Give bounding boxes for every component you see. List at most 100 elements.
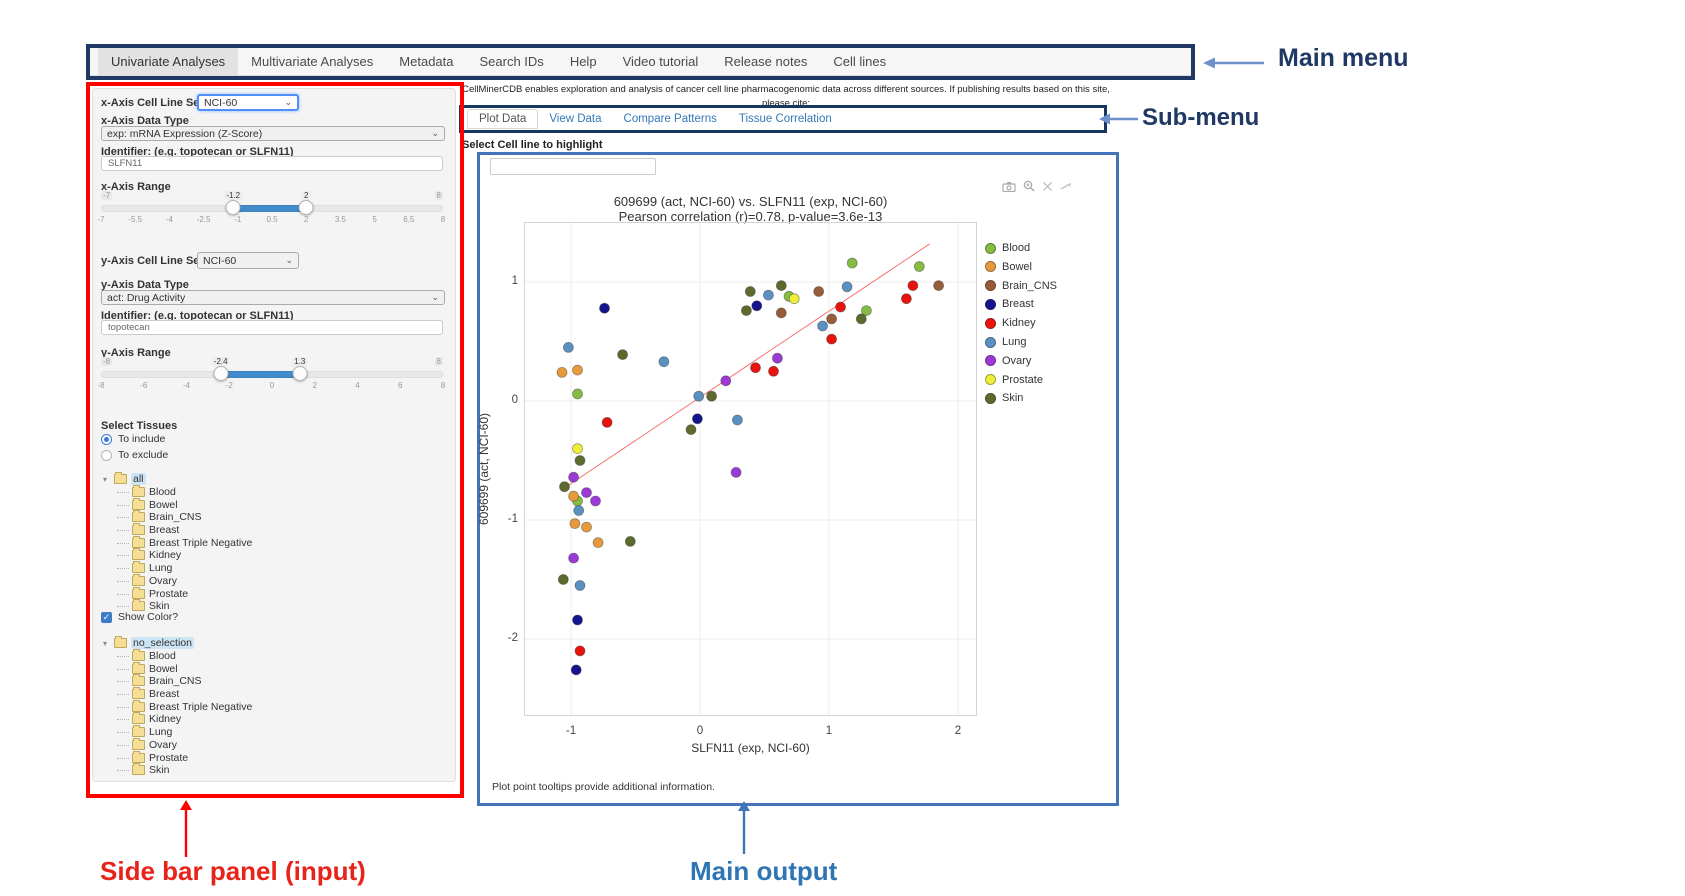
legend-item-prostate[interactable]: Prostate: [985, 373, 1043, 387]
x-range-to-handle[interactable]: [298, 200, 314, 215]
point-skin[interactable]: [574, 455, 586, 466]
point-brain-cns[interactable]: [826, 313, 838, 325]
tissue-tree-item-kidney[interactable]: Kidney: [103, 548, 447, 562]
point-kidney[interactable]: [907, 280, 919, 291]
point-kidney[interactable]: [750, 362, 761, 374]
point-blood[interactable]: [572, 388, 583, 400]
y-cell-line-set-select[interactable]: NCI-60 ⌄: [197, 252, 299, 269]
point-brain-cns[interactable]: [813, 286, 825, 297]
menu-item-search-ids[interactable]: Search IDs: [479, 54, 544, 69]
tissue-tree-item-brain-cns[interactable]: Brain_CNS: [103, 510, 447, 524]
close-icon[interactable]: [1042, 181, 1053, 192]
point-lung[interactable]: [573, 505, 585, 516]
tab-plot-data[interactable]: Plot Data: [467, 109, 539, 129]
tissue-tree-item-blood[interactable]: Blood: [103, 485, 447, 499]
menu-item-video-tutorial[interactable]: Video tutorial: [622, 54, 699, 69]
point-breast[interactable]: [572, 614, 583, 626]
point-kidney[interactable]: [601, 416, 613, 428]
x-identifier-input[interactable]: SLFN11: [101, 156, 443, 171]
point-lung[interactable]: [841, 281, 853, 293]
tissue-tree-item-bowel[interactable]: Bowel: [103, 497, 447, 511]
color-tree-item-lung[interactable]: Lung: [103, 725, 447, 739]
menu-item-cell-lines[interactable]: Cell lines: [833, 54, 887, 69]
point-skin[interactable]: [855, 313, 867, 325]
color-tree-item-breast-triple-negative[interactable]: Breast Triple Negative: [103, 699, 447, 713]
point-breast[interactable]: [570, 664, 582, 676]
point-blood[interactable]: [846, 257, 858, 269]
point-bowel[interactable]: [572, 364, 583, 376]
radio-to-exclude[interactable]: To exclude: [101, 449, 168, 461]
color-tree-item-kidney[interactable]: Kidney: [103, 712, 447, 726]
tissue-tree-item-lung[interactable]: Lung: [103, 561, 447, 575]
point-skin[interactable]: [624, 535, 636, 547]
point-prostate[interactable]: [572, 443, 583, 455]
point-lung[interactable]: [574, 580, 586, 591]
point-lung[interactable]: [731, 414, 743, 426]
point-ovary[interactable]: [568, 552, 579, 564]
point-bowel[interactable]: [581, 521, 592, 533]
legend-item-breast[interactable]: Breast: [985, 297, 1034, 311]
point-ovary[interactable]: [590, 495, 601, 507]
tissue-tree-item-prostate[interactable]: Prostate: [103, 586, 447, 600]
zoom-in-icon[interactable]: [1023, 180, 1035, 192]
point-skin[interactable]: [685, 424, 697, 436]
x-axis-range-slider[interactable]: -7 8 -1.2 2 -7 -5.5 -4 -2.5 -1 0.5 2 3.5 5 6.5 8: [97, 191, 446, 224]
x-range-from-handle[interactable]: [225, 200, 241, 215]
point-skin[interactable]: [559, 481, 570, 493]
point-breast[interactable]: [691, 413, 703, 425]
tab-compare-patterns[interactable]: Compare Patterns: [623, 113, 717, 125]
legend-item-ovary[interactable]: Ovary: [985, 354, 1031, 368]
point-kidney[interactable]: [900, 293, 912, 305]
point-bowel[interactable]: [592, 537, 604, 549]
point-lung[interactable]: [762, 289, 774, 301]
point-ovary[interactable]: [771, 352, 783, 364]
color-tree-item-bowel[interactable]: Bowel: [103, 661, 447, 675]
y-range-from-handle[interactable]: [213, 366, 229, 381]
point-ovary[interactable]: [568, 471, 579, 483]
tissue-tree-item-breast-triple-negative[interactable]: Breast Triple Negative: [103, 535, 447, 549]
point-brain-cns[interactable]: [775, 307, 787, 319]
menu-item-help[interactable]: Help: [569, 54, 597, 69]
legend-item-kidney[interactable]: Kidney: [985, 316, 1036, 330]
y-axis-range-slider[interactable]: -8 8 -2.4 1.3 -8 -6 -4 -2 0 2 4 6 8: [97, 357, 446, 390]
point-kidney[interactable]: [574, 645, 586, 657]
legend-item-blood[interactable]: Blood: [985, 241, 1030, 255]
y-identifier-input[interactable]: topotecan: [101, 320, 443, 335]
tab-tissue-correlation[interactable]: Tissue Correlation: [738, 113, 832, 125]
tissue-tree-item-ovary[interactable]: Ovary: [103, 573, 447, 588]
point-skin[interactable]: [775, 280, 787, 291]
tissue-tree-root[interactable]: ▾ all: [103, 472, 146, 486]
point-blood[interactable]: [860, 305, 872, 316]
point-skin[interactable]: [706, 390, 718, 402]
point-breast[interactable]: [751, 300, 763, 312]
point-skin[interactable]: [557, 574, 569, 585]
tissue-tree-item-breast[interactable]: Breast: [103, 523, 447, 537]
point-lung[interactable]: [658, 356, 670, 368]
color-tree-root[interactable]: ▾ no_selection: [103, 636, 194, 650]
point-bowel[interactable]: [568, 490, 579, 502]
point-kidney[interactable]: [835, 301, 847, 313]
menu-item-metadata[interactable]: Metadata: [399, 54, 454, 69]
point-ovary[interactable]: [581, 487, 592, 499]
highlight-cell-line-input[interactable]: [490, 158, 656, 175]
point-bowel[interactable]: [569, 518, 581, 530]
point-lung[interactable]: [563, 342, 574, 353]
legend-item-lung[interactable]: Lung: [985, 335, 1026, 349]
point-skin[interactable]: [617, 349, 628, 361]
scatter-plot[interactable]: [524, 222, 977, 716]
drag-icon[interactable]: [1060, 181, 1072, 192]
point-bowel[interactable]: [556, 366, 568, 378]
menu-item-release-notes[interactable]: Release notes: [724, 54, 808, 69]
menu-item-multivariate-analyses[interactable]: Multivariate Analyses: [251, 54, 374, 69]
x-data-type-select[interactable]: exp: mRNA Expression (Z-Score) ⌄: [101, 126, 445, 141]
point-ovary[interactable]: [720, 375, 732, 387]
point-ovary[interactable]: [730, 466, 742, 478]
legend-item-brain-cns[interactable]: Brain_CNS: [985, 279, 1057, 293]
color-tree-item-prostate[interactable]: Prostate: [103, 750, 447, 764]
color-tree-item-skin[interactable]: Skin: [103, 763, 447, 777]
legend-item-bowel[interactable]: Bowel: [985, 260, 1032, 274]
tab-view-data[interactable]: View Data: [549, 113, 602, 125]
show-color-checkbox-row[interactable]: ✓ Show Color?: [101, 611, 178, 623]
point-brain-cns[interactable]: [933, 280, 945, 291]
point-lung[interactable]: [693, 390, 705, 402]
